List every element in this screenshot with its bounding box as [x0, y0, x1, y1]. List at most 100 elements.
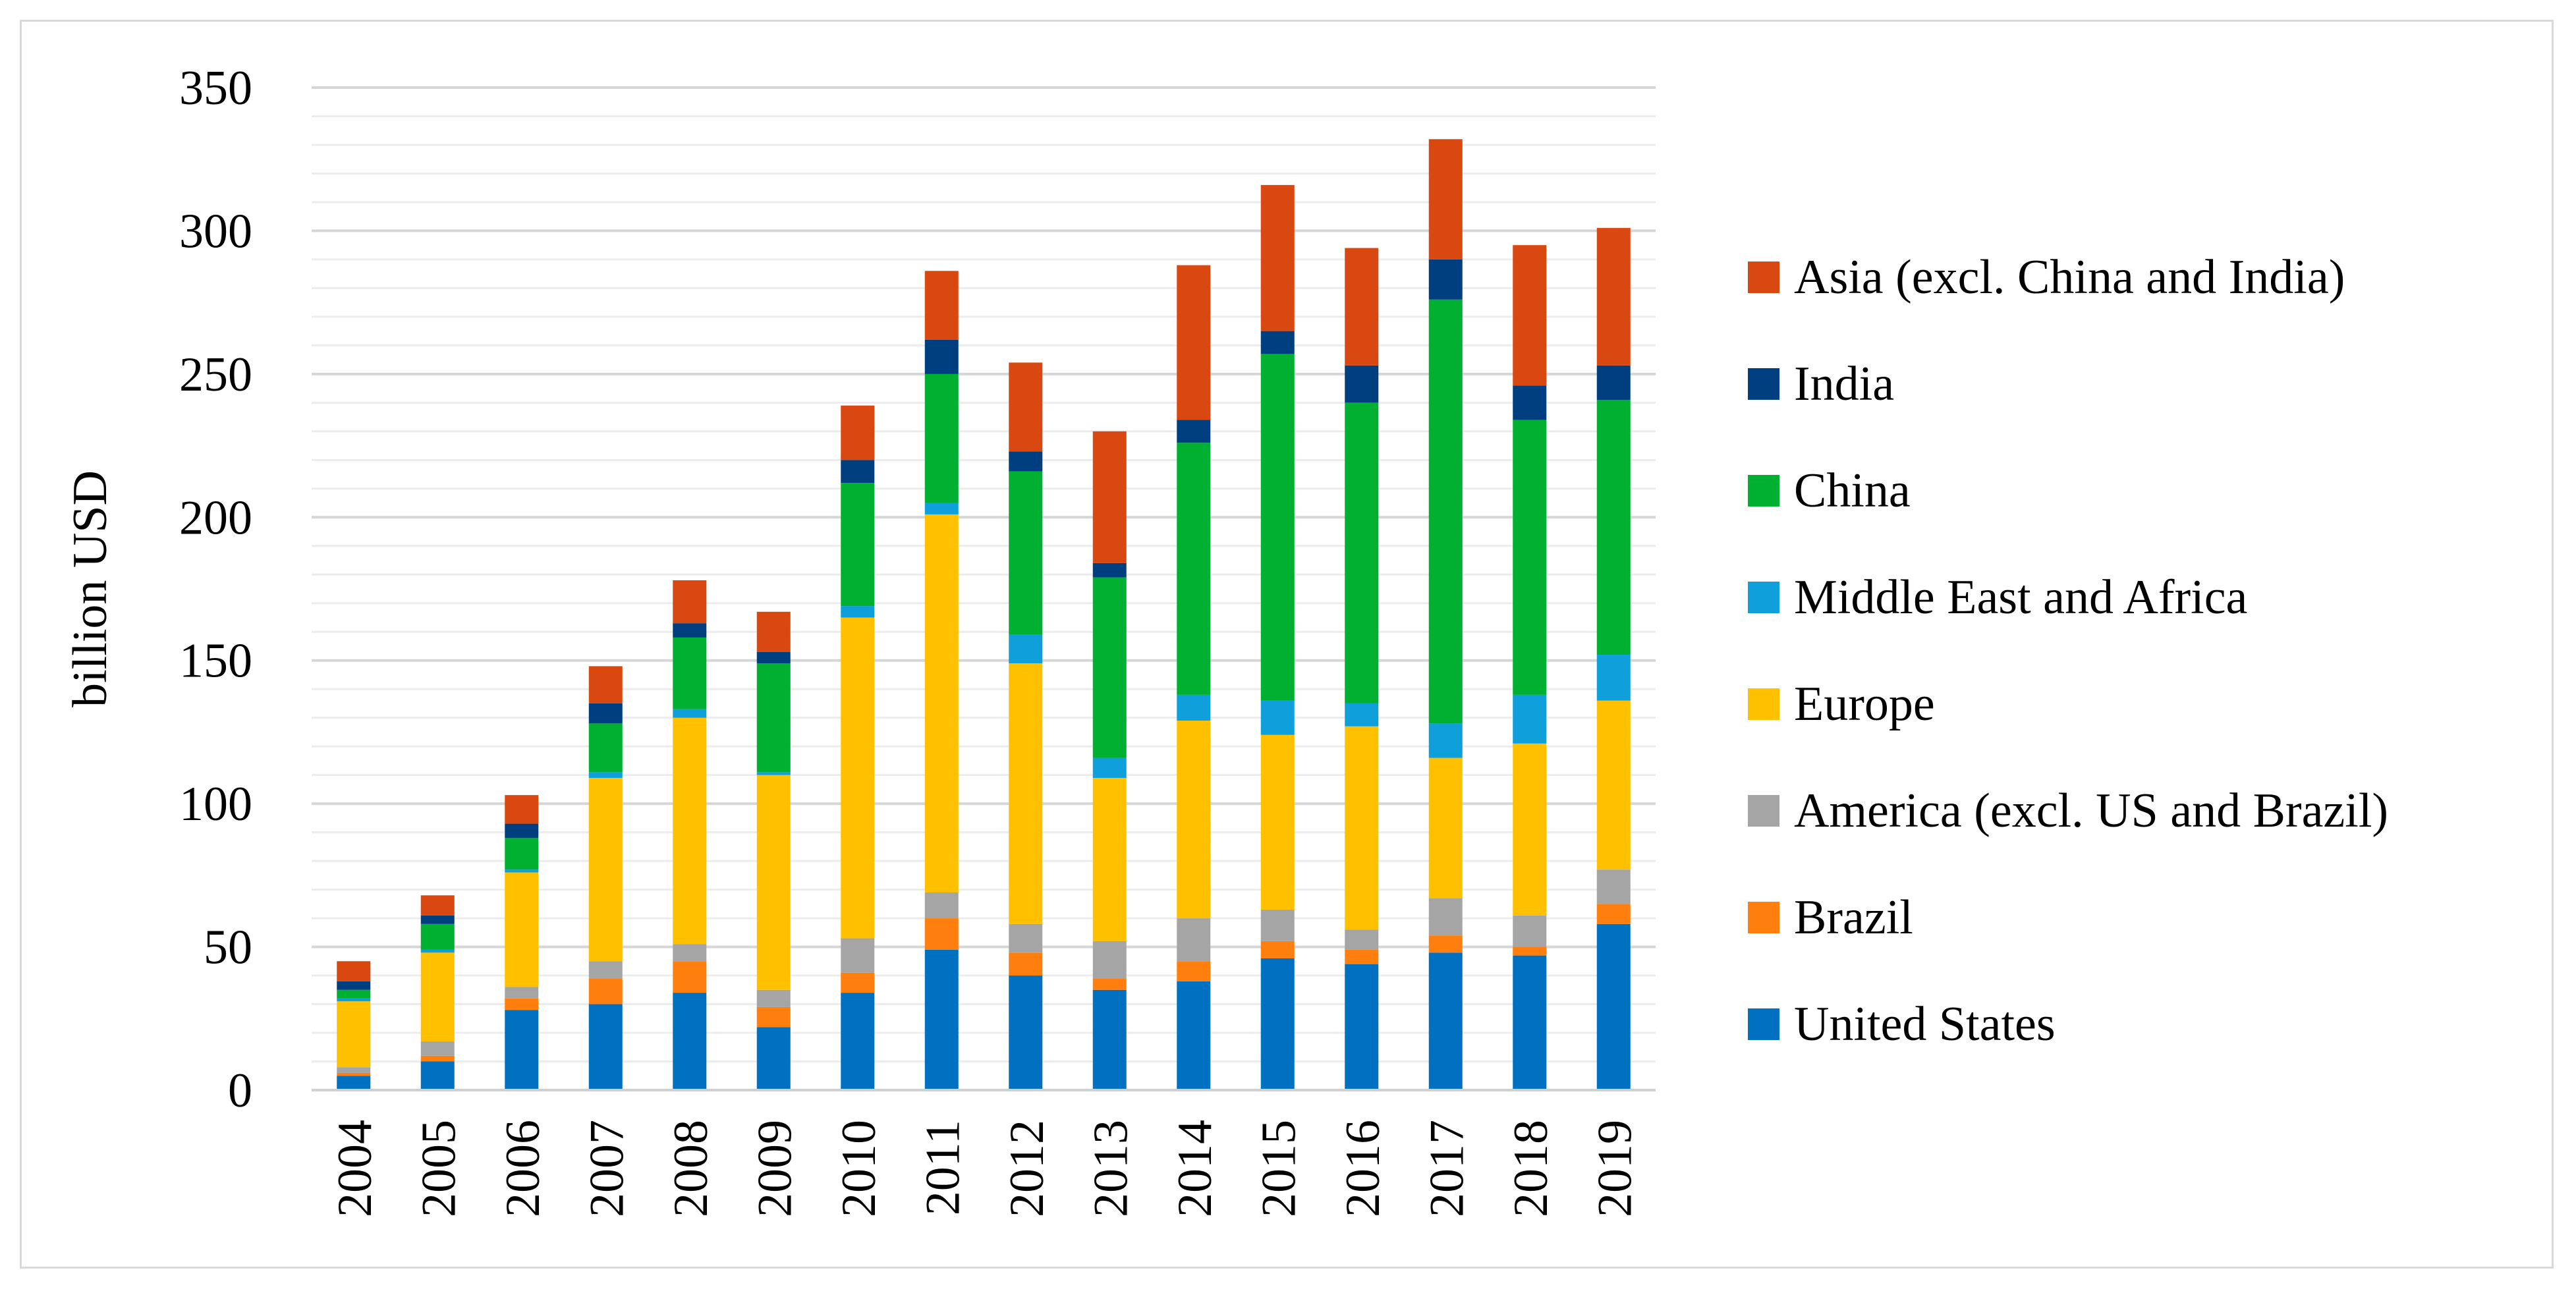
x-tick-label: 2005 — [412, 1120, 466, 1217]
bar-segment-brazil-2010 — [841, 972, 875, 993]
x-tick-label: 2006 — [496, 1120, 550, 1217]
bar-segment-asia-excl-china-and-india-2012 — [1009, 362, 1043, 452]
bar-segment-europe-2008 — [673, 717, 707, 945]
bar-segment-america-excl-us-and-brazil-2008 — [673, 944, 707, 962]
bar-segment-united-states-2008 — [673, 993, 707, 1090]
legend-swatch-middle-east-and-africa — [1748, 582, 1779, 613]
legend-swatch-europe — [1748, 688, 1779, 720]
bar-segment-india-2016 — [1345, 365, 1379, 403]
y-tick-label: 50 — [204, 921, 252, 975]
x-tick-label: 2017 — [1420, 1120, 1474, 1217]
bar-segment-middle-east-and-africa-2008 — [673, 709, 707, 718]
bar-segment-asia-excl-china-and-india-2015 — [1260, 184, 1295, 331]
bar-segment-europe-2013 — [1092, 778, 1127, 941]
bar-segment-europe-2019 — [1596, 700, 1631, 870]
chart-frame: 0 50 100 150 200 250 300 350 2004 2005 2006 2007 20… — [20, 20, 2554, 1269]
bar-segment-middle-east-and-africa-2017 — [1428, 723, 1463, 758]
bar-segment-china-2016 — [1345, 402, 1379, 703]
y-tick-label: 0 — [228, 1064, 252, 1118]
bar-segment-india-2014 — [1177, 420, 1211, 443]
bar-segment-china-2008 — [673, 637, 707, 709]
legend-label-america-excl-us-and-brazil: America (excl. US and Brazil) — [1794, 784, 2388, 838]
bar-segment-brazil-2009 — [756, 1006, 791, 1028]
bar-segment-middle-east-and-africa-2019 — [1596, 655, 1631, 701]
y-tick-label: 300 — [179, 204, 252, 258]
bar-segment-china-2011 — [924, 373, 959, 503]
bar-segment-brazil-2019 — [1596, 904, 1631, 924]
bars — [337, 139, 1631, 1090]
y-axis-ticks: 0 50 100 150 200 250 300 350 — [179, 61, 252, 1118]
bar-segment-america-excl-us-and-brazil-2009 — [756, 989, 791, 1007]
y-tick-label: 100 — [179, 777, 252, 831]
x-tick-label: 2010 — [832, 1120, 886, 1217]
bar-segment-india-2008 — [673, 623, 707, 638]
bar-segment-asia-excl-china-and-india-2006 — [505, 795, 539, 824]
x-tick-label: 2016 — [1336, 1120, 1390, 1217]
bar-segment-middle-east-and-africa-2015 — [1260, 700, 1295, 735]
x-tick-label: 2018 — [1504, 1120, 1558, 1217]
bar-segment-china-2005 — [420, 923, 455, 950]
bar-segment-europe-2011 — [924, 514, 959, 893]
legend-swatch-brazil — [1748, 902, 1779, 933]
bar-segment-middle-east-and-africa-2009 — [756, 772, 791, 775]
bar-segment-china-2015 — [1260, 354, 1295, 701]
bar-segment-middle-east-and-africa-2007 — [588, 772, 623, 779]
legend-label-india: India — [1794, 357, 1894, 411]
bar-segment-united-states-2016 — [1345, 964, 1379, 1090]
x-tick-label: 2011 — [916, 1120, 970, 1215]
legend-swatch-india — [1748, 368, 1779, 400]
bar-segment-china-2007 — [588, 723, 623, 773]
legend-swatch-america-excl-us-and-brazil — [1748, 795, 1779, 827]
y-axis-title: billion USD — [63, 470, 117, 707]
bar-segment-america-excl-us-and-brazil-2014 — [1177, 918, 1211, 962]
bar-segment-brazil-2008 — [673, 961, 707, 993]
bar-segment-brazil-2005 — [420, 1055, 455, 1062]
bar-segment-asia-excl-china-and-india-2004 — [337, 961, 371, 981]
bar-segment-united-states-2011 — [924, 949, 959, 1090]
bar-segment-asia-excl-china-and-india-2010 — [841, 405, 875, 460]
bar-segment-india-2012 — [1009, 451, 1043, 472]
bar-segment-brazil-2006 — [505, 998, 539, 1010]
y-tick-label: 250 — [179, 348, 252, 402]
x-tick-label: 2019 — [1588, 1120, 1642, 1217]
bar-segment-middle-east-and-africa-2011 — [924, 503, 959, 514]
bar-segment-brazil-2004 — [337, 1072, 371, 1076]
bar-segment-united-states-2004 — [337, 1076, 371, 1090]
bar-segment-america-excl-us-and-brazil-2017 — [1428, 898, 1463, 936]
bar-segment-india-2007 — [588, 703, 623, 724]
legend-label-europe: Europe — [1794, 677, 1935, 731]
bar-segment-united-states-2014 — [1177, 981, 1211, 1090]
legend-label-china: China — [1794, 464, 1911, 518]
bar-segment-america-excl-us-and-brazil-2011 — [924, 892, 959, 919]
x-tick-label: 2004 — [328, 1120, 382, 1217]
bar-segment-united-states-2005 — [420, 1061, 455, 1090]
bar-segment-china-2019 — [1596, 399, 1631, 655]
bar-segment-middle-east-and-africa-2006 — [505, 869, 539, 873]
bar-segment-china-2014 — [1177, 443, 1211, 695]
bar-segment-middle-east-and-africa-2013 — [1092, 757, 1127, 779]
bar-segment-china-2006 — [505, 838, 539, 870]
bar-segment-united-states-2012 — [1009, 975, 1043, 1090]
bar-segment-america-excl-us-and-brazil-2018 — [1513, 915, 1547, 947]
bar-segment-america-excl-us-and-brazil-2007 — [588, 961, 623, 979]
bar-segment-brazil-2016 — [1345, 949, 1379, 964]
bar-segment-united-states-2017 — [1428, 952, 1463, 1090]
bar-segment-india-2010 — [841, 460, 875, 483]
bar-segment-united-states-2007 — [588, 1004, 623, 1090]
x-tick-label: 2014 — [1168, 1120, 1222, 1217]
legend-swatch-united-states — [1748, 1008, 1779, 1040]
bar-segment-india-2017 — [1428, 259, 1463, 300]
legend-label-asia-excl-china-and-india: Asia (excl. China and India) — [1794, 250, 2345, 304]
bar-segment-china-2018 — [1513, 420, 1547, 695]
bar-segment-brazil-2007 — [588, 978, 623, 1004]
bar-segment-india-2006 — [505, 823, 539, 838]
bar-segment-india-2013 — [1092, 563, 1127, 578]
bar-segment-united-states-2010 — [841, 993, 875, 1090]
bar-segment-china-2017 — [1428, 299, 1463, 724]
bar-segment-united-states-2015 — [1260, 958, 1295, 1090]
bar-segment-china-2009 — [756, 663, 791, 773]
bar-segment-china-2013 — [1092, 577, 1127, 758]
bar-segment-brazil-2018 — [1513, 947, 1547, 956]
legend-label-brazil: Brazil — [1794, 891, 1913, 945]
bar-segment-india-2018 — [1513, 385, 1547, 420]
